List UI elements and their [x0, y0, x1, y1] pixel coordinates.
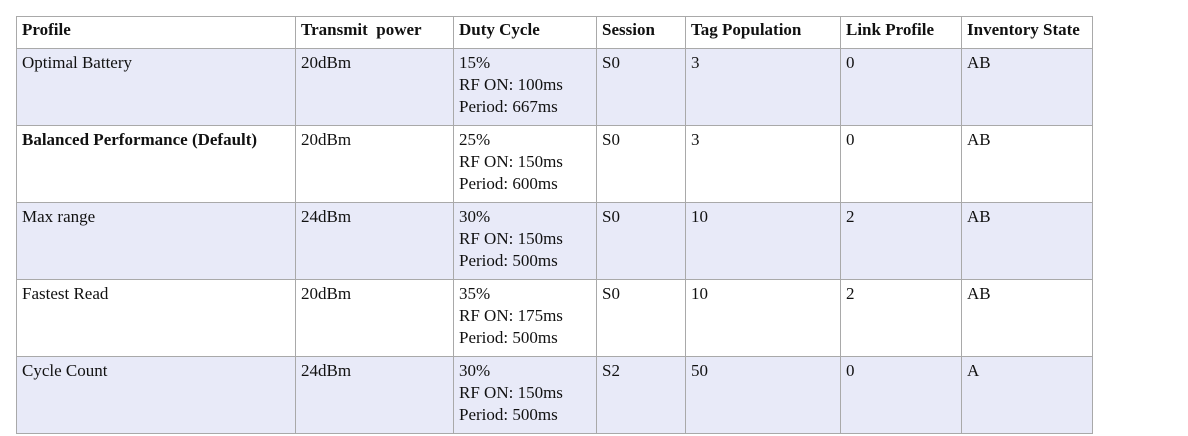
cell-duty-cycle: 30% RF ON: 150ms Period: 500ms	[453, 202, 597, 280]
cell-link-profile: 0	[840, 125, 962, 203]
cell-transmit-power: 20dBm	[295, 125, 454, 203]
duty-cycle-period: Period: 500ms	[459, 328, 558, 347]
cell-inventory-state: AB	[961, 279, 1093, 357]
cell-session: S0	[596, 279, 686, 357]
duty-cycle-period: Period: 500ms	[459, 251, 558, 270]
cell-session: S0	[596, 202, 686, 280]
duty-cycle-rf-on: RF ON: 150ms	[459, 152, 563, 171]
cell-tag-population: 10	[685, 279, 841, 357]
cell-inventory-state: AB	[961, 202, 1093, 280]
profiles-table-container: Profile Transmit power Duty Cycle Sessio…	[16, 16, 1093, 434]
cell-profile: Optimal Battery	[16, 48, 296, 126]
header-transmit-power: Transmit power	[295, 16, 454, 49]
cell-duty-cycle: 35% RF ON: 175ms Period: 500ms	[453, 279, 597, 357]
cell-profile: Balanced Performance (Default)	[16, 125, 296, 203]
cell-session: S0	[596, 125, 686, 203]
duty-cycle-rf-on: RF ON: 175ms	[459, 306, 563, 325]
cell-transmit-power: 20dBm	[295, 48, 454, 126]
table-row: Cycle Count 24dBm 30% RF ON: 150ms Perio…	[16, 356, 1093, 434]
cell-duty-cycle: 15% RF ON: 100ms Period: 667ms	[453, 48, 597, 126]
cell-session: S2	[596, 356, 686, 434]
cell-transmit-power: 24dBm	[295, 356, 454, 434]
duty-cycle-percent: 30%	[459, 361, 491, 380]
duty-cycle-percent: 35%	[459, 284, 491, 303]
duty-cycle-rf-on: RF ON: 150ms	[459, 383, 563, 402]
duty-cycle-percent: 15%	[459, 53, 491, 72]
profiles-table: Profile Transmit power Duty Cycle Sessio…	[16, 16, 1093, 434]
cell-inventory-state: A	[961, 356, 1093, 434]
cell-inventory-state: AB	[961, 48, 1093, 126]
header-duty-cycle: Duty Cycle	[453, 16, 597, 49]
cell-session: S0	[596, 48, 686, 126]
cell-profile: Max range	[16, 202, 296, 280]
cell-link-profile: 2	[840, 202, 962, 280]
header-tag-population: Tag Population	[685, 16, 841, 49]
cell-tag-population: 3	[685, 125, 841, 203]
cell-link-profile: 0	[840, 48, 962, 126]
cell-profile: Fastest Read	[16, 279, 296, 357]
table-row: Fastest Read 20dBm 35% RF ON: 175ms Peri…	[16, 279, 1093, 357]
header-profile: Profile	[16, 16, 296, 49]
cell-inventory-state: AB	[961, 125, 1093, 203]
cell-link-profile: 2	[840, 279, 962, 357]
cell-link-profile: 0	[840, 356, 962, 434]
duty-cycle-rf-on: RF ON: 100ms	[459, 75, 563, 94]
cell-duty-cycle: 30% RF ON: 150ms Period: 500ms	[453, 356, 597, 434]
header-session: Session	[596, 16, 686, 49]
duty-cycle-period: Period: 667ms	[459, 97, 558, 116]
table-row: Balanced Performance (Default) 20dBm 25%…	[16, 125, 1093, 203]
cell-tag-population: 3	[685, 48, 841, 126]
duty-cycle-percent: 30%	[459, 207, 491, 226]
cell-tag-population: 10	[685, 202, 841, 280]
cell-profile: Cycle Count	[16, 356, 296, 434]
cell-duty-cycle: 25% RF ON: 150ms Period: 600ms	[453, 125, 597, 203]
header-link-profile: Link Profile	[840, 16, 962, 49]
table-header-row: Profile Transmit power Duty Cycle Sessio…	[16, 16, 1093, 49]
header-inventory-state: Inventory State	[961, 16, 1093, 49]
cell-tag-population: 50	[685, 356, 841, 434]
duty-cycle-period: Period: 600ms	[459, 174, 558, 193]
table-row: Max range 24dBm 30% RF ON: 150ms Period:…	[16, 202, 1093, 280]
duty-cycle-period: Period: 500ms	[459, 405, 558, 424]
cell-transmit-power: 24dBm	[295, 202, 454, 280]
duty-cycle-rf-on: RF ON: 150ms	[459, 229, 563, 248]
cell-transmit-power: 20dBm	[295, 279, 454, 357]
duty-cycle-percent: 25%	[459, 130, 491, 149]
table-row: Optimal Battery 20dBm 15% RF ON: 100ms P…	[16, 48, 1093, 126]
